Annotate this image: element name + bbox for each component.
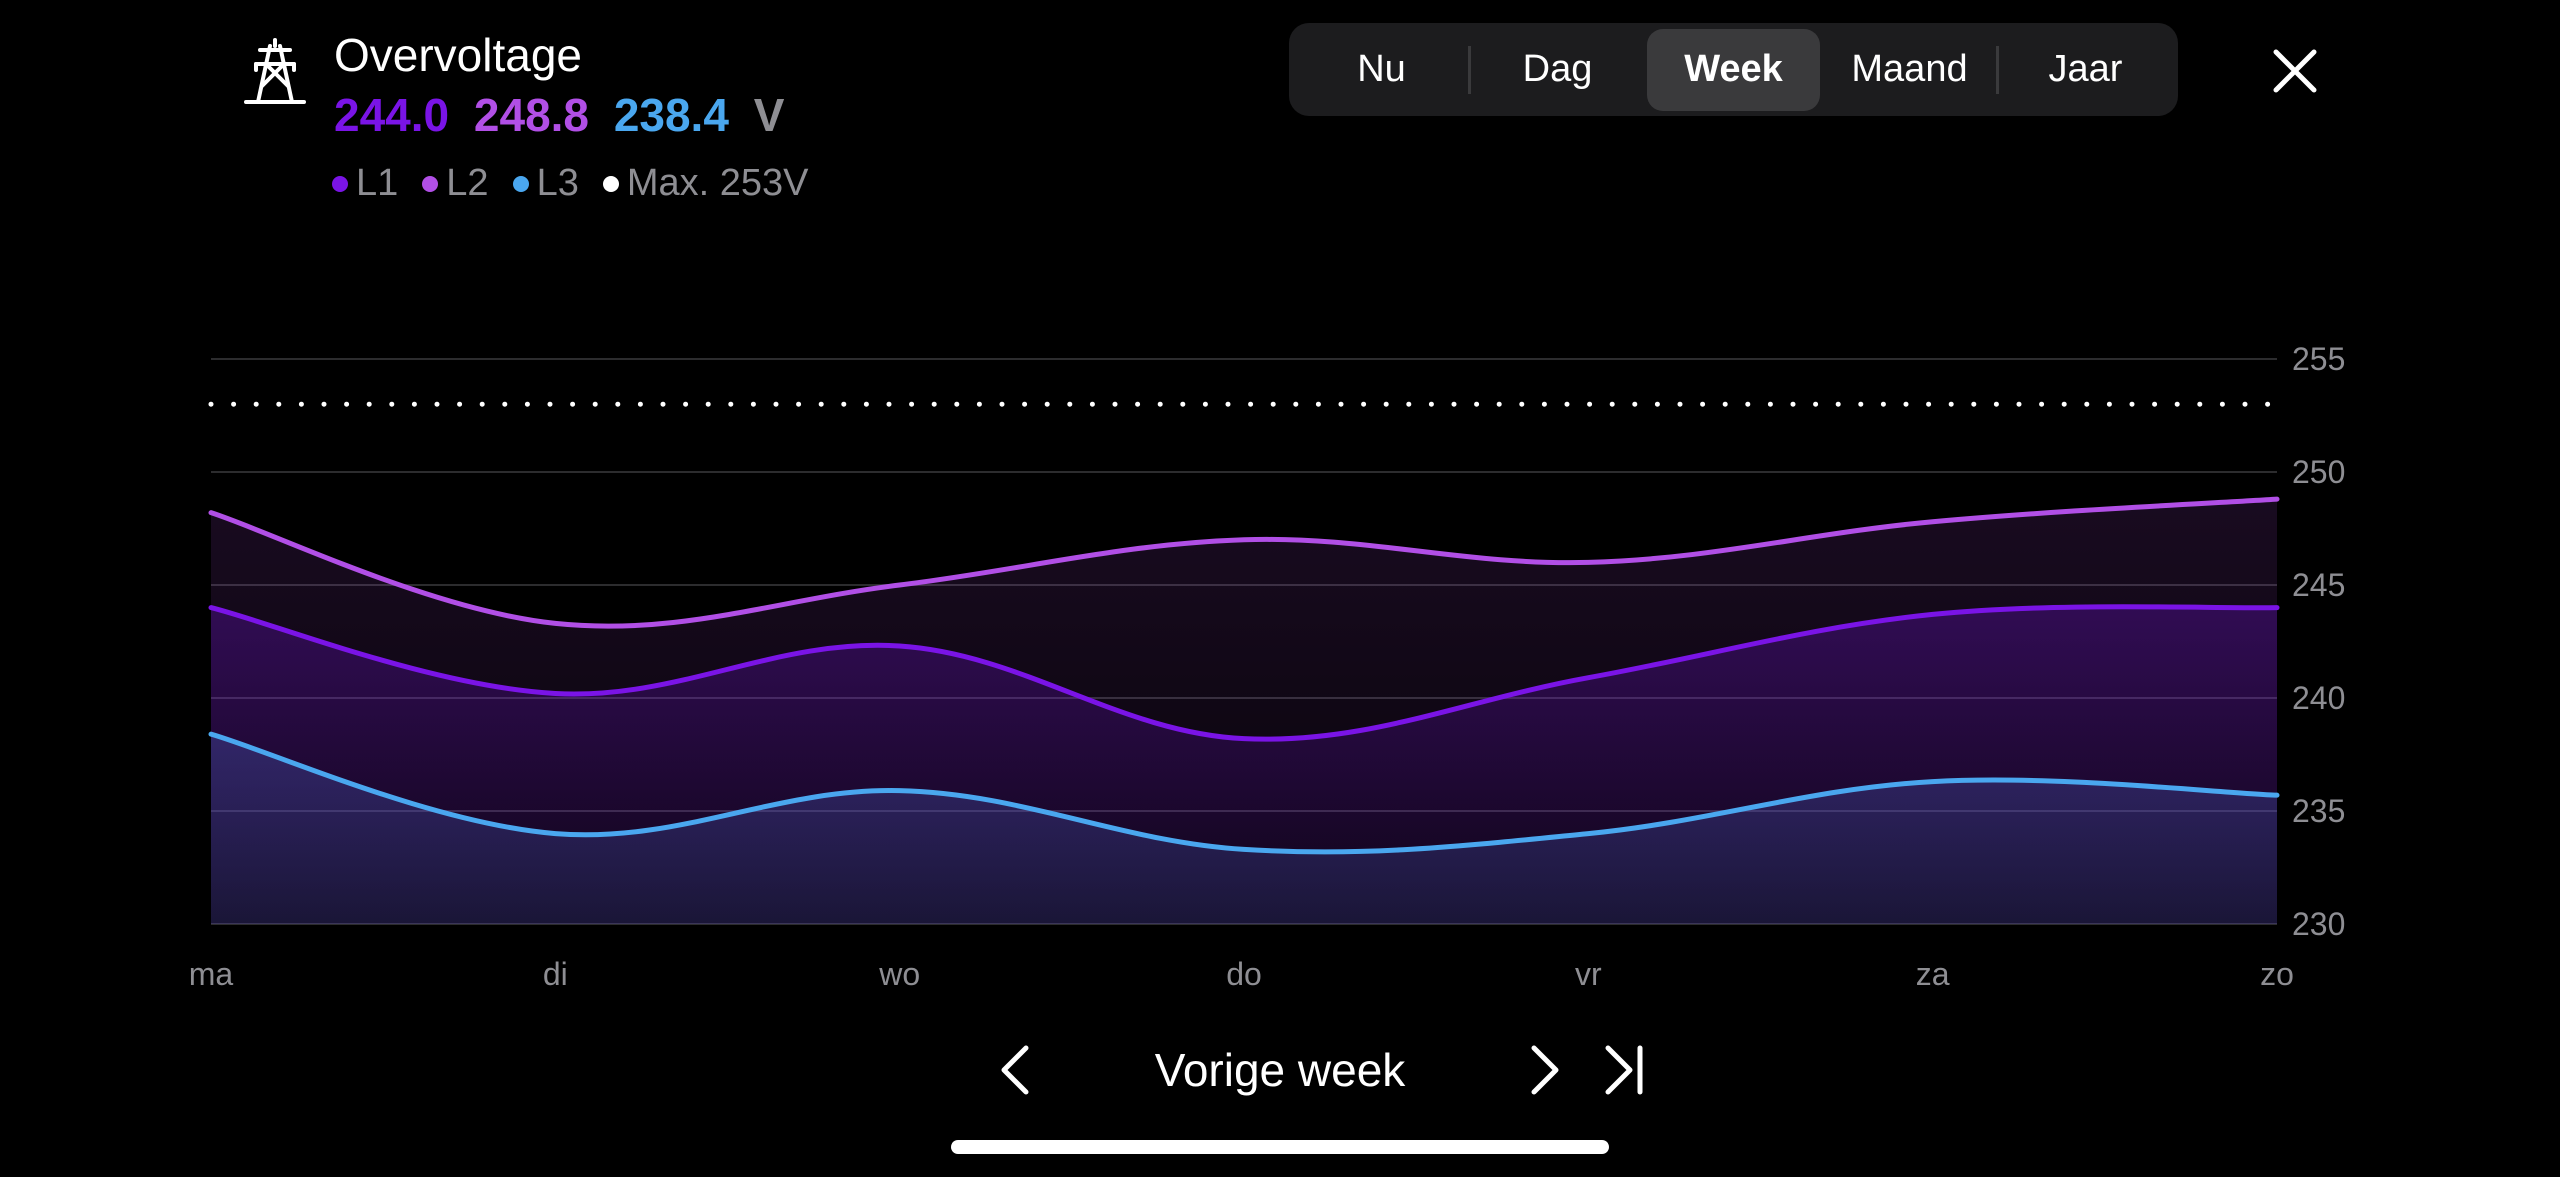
- l2-value: 248.8: [473, 89, 590, 141]
- period-segmented-control: Nu Dag Week Maand Jaar: [1289, 23, 2178, 116]
- x-tick-label: za: [1916, 956, 1950, 992]
- legend-dot-max: [602, 175, 619, 192]
- x-tick-label: ma: [189, 956, 234, 992]
- chevron-left-icon[interactable]: [990, 1040, 1040, 1100]
- x-tick-label: vr: [1575, 956, 1602, 992]
- legend-item-l2: L2: [422, 162, 489, 205]
- series-line-l3: [208, 731, 2280, 855]
- page-title: Overvoltage: [334, 29, 583, 81]
- segment-divider: [1996, 45, 1999, 94]
- x-tick-label: zo: [2260, 956, 2294, 992]
- legend-dot-l1: [332, 175, 348, 192]
- close-icon[interactable]: [2270, 46, 2320, 96]
- y-tick-label: 245: [2292, 567, 2345, 603]
- x-tick-label: di: [543, 956, 568, 992]
- y-tick-label: 250: [2292, 454, 2345, 490]
- tab-week[interactable]: Week: [1647, 28, 1820, 111]
- tab-nu[interactable]: Nu: [1357, 48, 1406, 90]
- legend-dot-l3: [512, 175, 529, 192]
- legend-item-l3: L3: [512, 162, 579, 205]
- legend-item-max: Max. 253V: [602, 162, 809, 205]
- series-line-l2: [208, 496, 2280, 629]
- y-tick-label: 235: [2292, 793, 2345, 829]
- skip-to-end-icon[interactable]: [1600, 1040, 1650, 1100]
- y-tick-label: 255: [2292, 341, 2345, 377]
- tab-dag[interactable]: Dag: [1522, 48, 1593, 90]
- y-tick-label: 230: [2292, 906, 2345, 942]
- tab-maand[interactable]: Maand: [1851, 48, 1968, 90]
- y-tick-label: 240: [2292, 680, 2345, 716]
- segment-divider: [1468, 45, 1471, 94]
- legend-dot-l2: [422, 175, 439, 192]
- l1-value: 244.0: [334, 89, 450, 141]
- l3-value: 238.4: [613, 89, 729, 141]
- x-tick-label: do: [1226, 956, 1262, 992]
- unit-label: V: [753, 89, 785, 141]
- current-values: 244.0 248.8 238.4 V: [334, 88, 784, 142]
- tab-jaar[interactable]: Jaar: [2048, 48, 2123, 90]
- power-pylon-icon: [244, 38, 306, 104]
- legend-label-l1: L1: [356, 162, 399, 204]
- legend-item-l1: L1: [332, 162, 398, 205]
- series-line-l1: [208, 604, 2280, 742]
- chevron-right-icon[interactable]: [1520, 1040, 1570, 1100]
- series-area-l3: [211, 734, 2277, 924]
- legend-label-l3: L3: [536, 162, 579, 204]
- period-label: Vorige week: [1154, 1044, 1406, 1096]
- legend-label-l2: L2: [446, 162, 489, 204]
- legend-label-max: Max. 253V: [626, 162, 809, 204]
- chart-legend: L1 L2 L3 Max. 253V: [332, 162, 833, 205]
- home-indicator: [951, 1140, 1609, 1154]
- x-tick-label: wo: [878, 956, 920, 992]
